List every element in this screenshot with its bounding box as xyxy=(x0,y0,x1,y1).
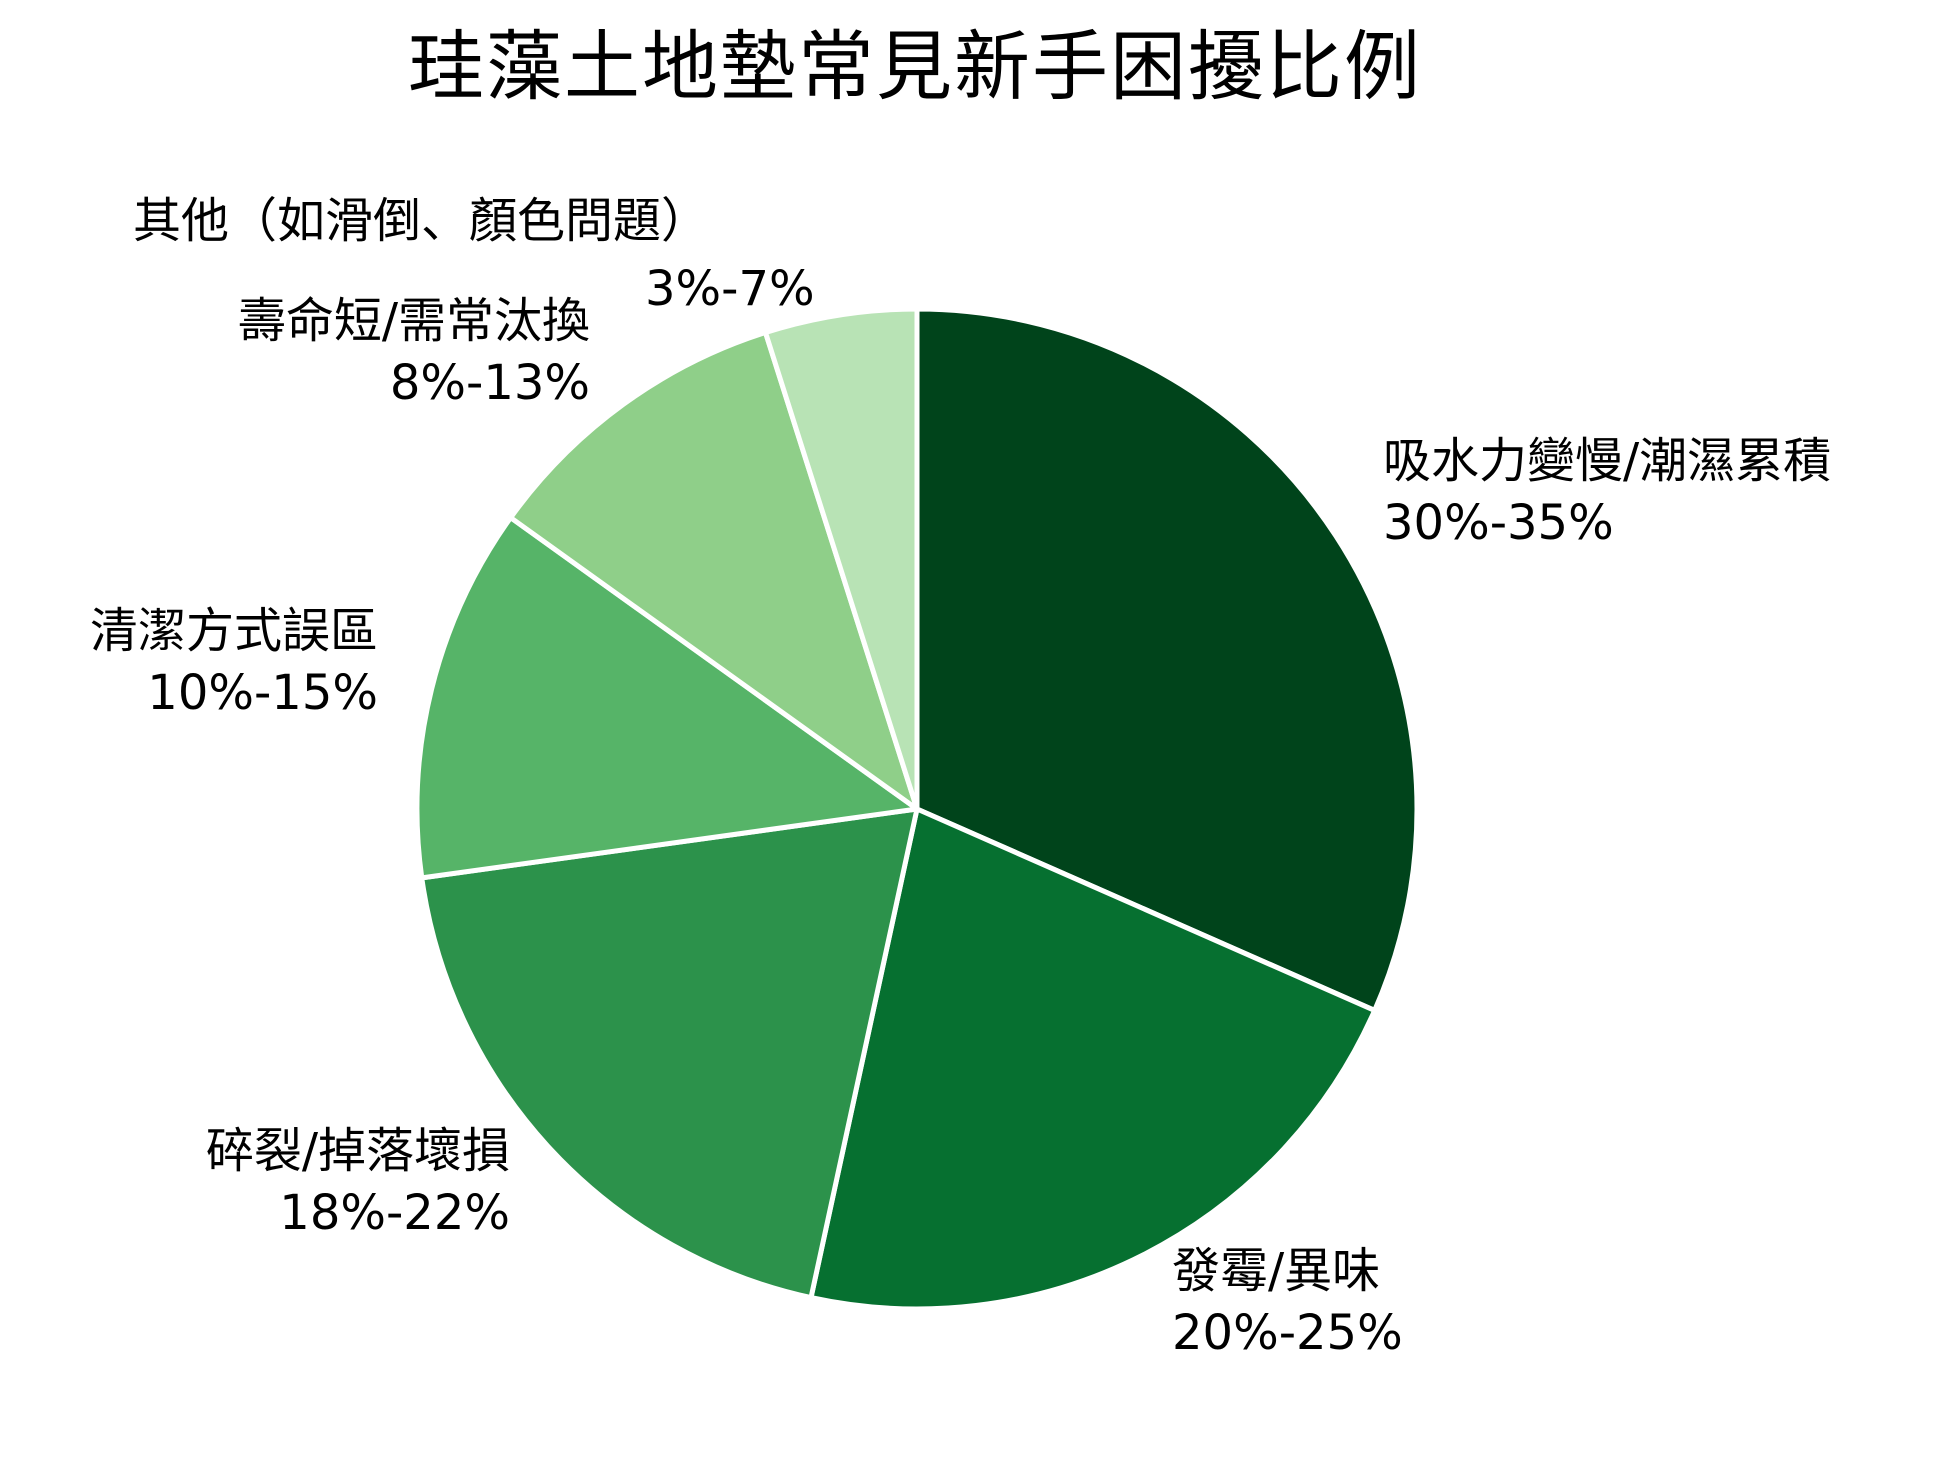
pie-slice xyxy=(762,306,920,812)
label-mold: 發霉/異味 20%-25% xyxy=(1172,1240,1403,1364)
pie-slice xyxy=(414,515,920,881)
label-other-percent: 3%-7% xyxy=(645,258,815,320)
pie-slice xyxy=(808,806,1378,1312)
label-cleaning: 清潔方式誤區 10%-15% xyxy=(90,600,378,724)
label-cracking: 碎裂/掉落壞損 18%-22% xyxy=(206,1120,510,1244)
label-name: 吸水力變慢/潮濕累積 xyxy=(1383,433,1832,489)
label-other-name: 其他（如滑倒、顏色問題） xyxy=(133,190,709,252)
label-name: 發霉/異味 xyxy=(1172,1243,1381,1299)
label-name: 碎裂/掉落壞損 xyxy=(205,1123,510,1179)
chart-title: 珪藻土地墊常見新手困擾比例 xyxy=(408,22,1422,111)
label-percent: 18%-22% xyxy=(279,1185,510,1241)
pie-slice xyxy=(914,306,1420,1013)
label-percent: 10%-15% xyxy=(147,665,378,721)
label-name: 其他（如滑倒、顏色問題） xyxy=(133,193,710,249)
label-absorption: 吸水力變慢/潮濕累積 30%-35% xyxy=(1383,430,1831,554)
label-percent: 3%-7% xyxy=(645,261,815,317)
pie-slice xyxy=(508,330,920,812)
label-percent: 30%-35% xyxy=(1383,495,1614,551)
label-lifespan: 壽命短/需常汰換 8%-13% xyxy=(238,290,590,414)
label-name: 壽命短/需常汰換 xyxy=(237,293,590,349)
label-percent: 20%-25% xyxy=(1172,1305,1403,1361)
label-percent: 8%-13% xyxy=(389,355,590,411)
label-name: 清潔方式誤區 xyxy=(89,603,378,659)
pie-slice xyxy=(419,806,920,1301)
